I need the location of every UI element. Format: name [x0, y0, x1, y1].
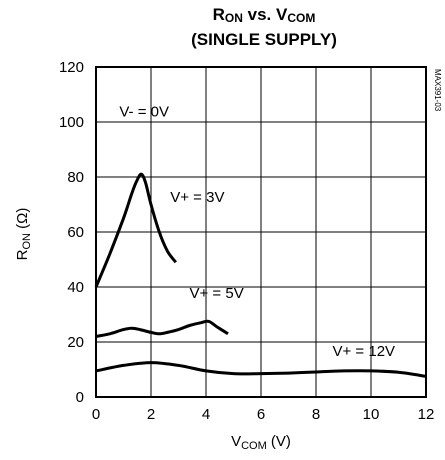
y-tick-label: 60 — [67, 224, 84, 241]
x-axis-label: VCOM (V) — [231, 433, 291, 452]
y-tick-label: 80 — [67, 169, 84, 186]
x-tick-label: 6 — [257, 406, 265, 423]
figure-code: MAX391-03 — [433, 69, 442, 112]
y-label-unit: (Ω) — [14, 208, 31, 233]
y-tick-label: 120 — [59, 59, 84, 76]
title-v-sub: COM — [287, 11, 315, 25]
y-tick-label: 100 — [59, 114, 84, 131]
series-label-2: V+ = 5V — [190, 285, 244, 302]
series-line-1 — [94, 172, 178, 288]
plot-frame — [95, 66, 427, 398]
chart-title-line1: RON vs. VCOM — [213, 5, 316, 25]
x-tick-label: 4 — [202, 406, 210, 423]
grid — [96, 67, 426, 397]
chart-title-line2: (SINGLE SUPPLY) — [191, 30, 337, 49]
y-tick-label: 20 — [67, 334, 84, 351]
x-label-v: V — [231, 433, 241, 450]
series-line-2 — [95, 319, 229, 338]
x-tick-label: 8 — [312, 406, 320, 423]
series-line-3 — [95, 361, 427, 378]
series-labels: V+ = 3V V+ = 5V V+ = 12V — [170, 189, 395, 360]
y-label-r: R — [14, 249, 31, 260]
title-r-sub: ON — [225, 11, 243, 25]
y-tick-label: 0 — [76, 389, 84, 406]
title-r: R — [213, 5, 225, 24]
title-vs: vs. V — [243, 5, 288, 24]
y-axis-label: RON (Ω) — [14, 208, 33, 261]
series — [94, 172, 427, 378]
series-label-3: V+ = 12V — [333, 343, 396, 360]
series-label-1: V+ = 3V — [170, 189, 224, 206]
x-tick-label: 12 — [418, 406, 435, 423]
x-tick-label: 10 — [363, 406, 380, 423]
x-tick-label: 2 — [147, 406, 155, 423]
y-tick-label: 40 — [67, 279, 84, 296]
y-label-sub: ON — [21, 233, 33, 250]
annotation-vminus: V- = 0V — [119, 104, 169, 121]
x-label-unit: (V) — [267, 433, 291, 450]
x-label-sub: COM — [241, 440, 267, 452]
x-tick-label: 0 — [92, 406, 100, 423]
